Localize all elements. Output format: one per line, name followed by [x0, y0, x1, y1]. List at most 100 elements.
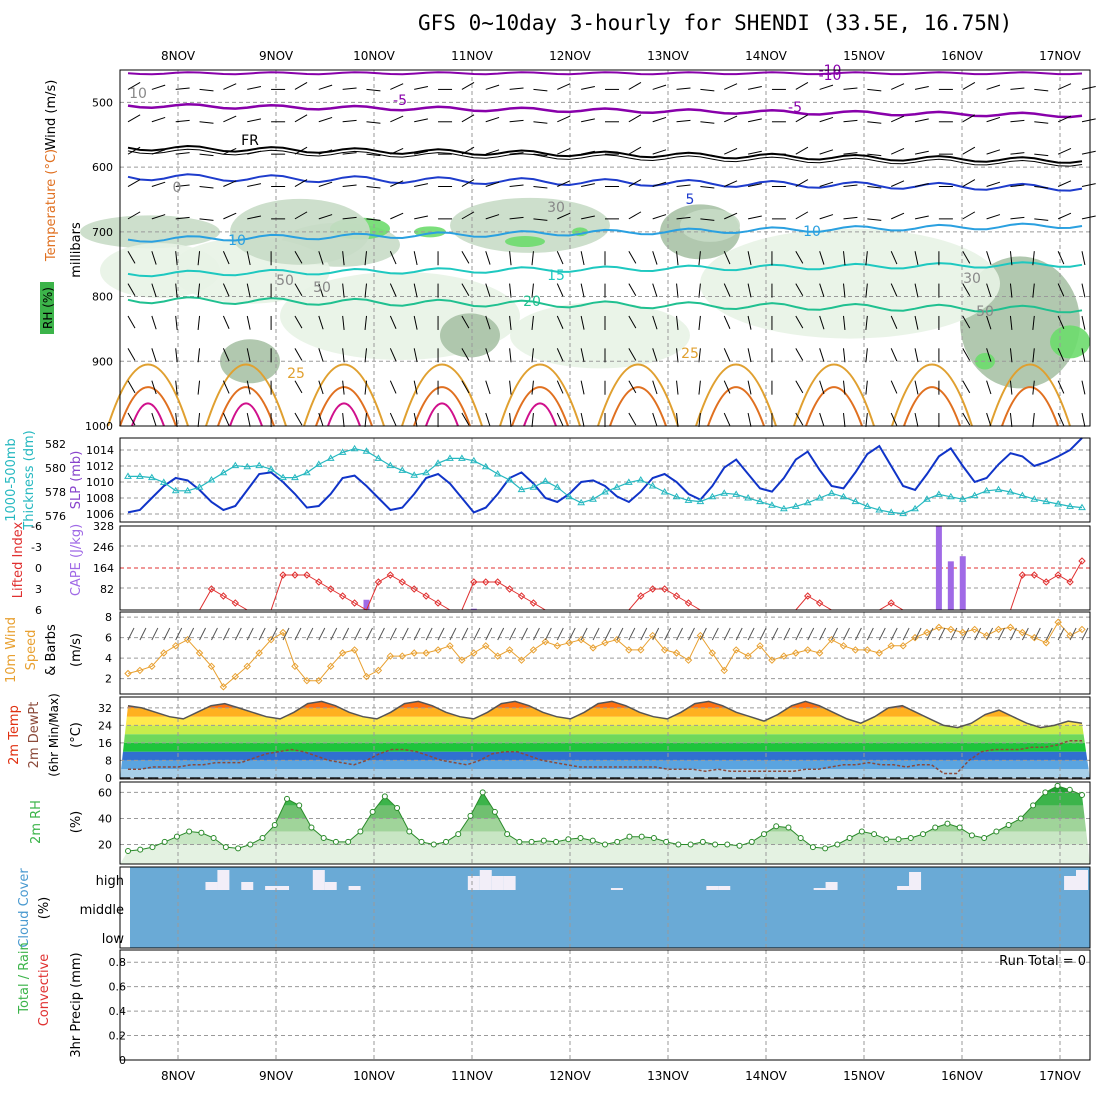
wind-barb [533, 218, 548, 221]
cloud-units-label: (%) [37, 897, 52, 920]
slp-axis-label: SLP (mb) [69, 451, 84, 510]
wind-speed-marker [350, 646, 359, 654]
rh-marker [504, 831, 511, 838]
rh-axis-label: RH (%) [41, 287, 55, 329]
thickness-marker [553, 483, 562, 490]
wind-barb [580, 251, 585, 266]
thickness-marker [970, 491, 979, 499]
wind-barb [1057, 283, 1065, 297]
wind-barb [795, 315, 804, 329]
rh-marker [235, 845, 242, 852]
wind-barb [342, 380, 345, 395]
wind-speed-marker [410, 649, 418, 657]
temp-contour-25 [107, 363, 189, 427]
wind-barb [318, 84, 333, 90]
wind-speed-marker [756, 642, 764, 650]
wind-barb [461, 114, 475, 123]
wind-barb [724, 180, 738, 187]
surface-wind-barb [592, 627, 600, 641]
wind-barb [890, 115, 905, 123]
thickness-marker [1042, 497, 1051, 505]
surface-wind-barb [926, 627, 934, 641]
thickness-marker [195, 483, 204, 490]
rh-marker [137, 846, 144, 853]
wind-speed-marker [732, 646, 740, 654]
contour-label: 0 [173, 180, 182, 196]
wind-barb [223, 180, 237, 187]
wind-barb [700, 218, 715, 221]
thickness-marker [446, 454, 454, 461]
thickness-marker [624, 478, 633, 485]
thickness-marker [899, 509, 908, 517]
wind-barb [723, 348, 731, 362]
wind-barb [222, 315, 230, 329]
rh-marker [712, 841, 719, 848]
wind-barb [843, 184, 858, 188]
wind-barb [127, 211, 141, 220]
cloud-background [130, 867, 1090, 948]
temp-band [120, 707, 1090, 717]
wind-barb [819, 181, 834, 187]
top-date-label: 13NOV [647, 49, 689, 63]
thickness-marker [1030, 495, 1039, 502]
wind-barb [676, 216, 691, 220]
thickness-marker [1066, 502, 1074, 509]
thickness-marker [684, 496, 693, 503]
dewpoint-axis-label: 2m DewPt [27, 702, 42, 769]
thickness-marker [839, 492, 848, 500]
temp-contour-30 [413, 386, 471, 427]
rh-marker [907, 834, 914, 841]
high-cloud-bar [265, 886, 278, 890]
surface-wind-barb [485, 627, 493, 641]
temp-contour-25 [303, 363, 385, 427]
rh-marker [834, 841, 841, 848]
wind-barb [890, 83, 905, 90]
thickness-marker [589, 495, 597, 502]
high-cloud-bar [348, 886, 361, 890]
cape-bar [947, 561, 954, 610]
wind-speed-marker [601, 639, 609, 647]
surface-wind-barb [723, 627, 731, 641]
wind-barb [795, 412, 804, 426]
wind-speed-marker [207, 662, 216, 671]
rh-marker [149, 844, 156, 851]
thickness-y-tick: 582 [45, 438, 66, 451]
wind-barb [389, 315, 397, 329]
contour-label: -5 [393, 93, 407, 109]
surface-wind-barb [676, 627, 683, 641]
wind-barb [342, 152, 357, 155]
thickness-marker [1078, 503, 1086, 511]
wind-barb [676, 251, 679, 266]
rh-marker [797, 834, 804, 841]
wind-speed-marker [1078, 625, 1086, 634]
surface-wind-barb [664, 627, 672, 641]
wind-speed-marker [1066, 631, 1074, 640]
wind-barb [461, 283, 470, 296]
surface-wind-barb [521, 627, 528, 641]
thickness-marker [1006, 488, 1015, 495]
wind-speed-marker [565, 639, 573, 647]
wind-barb [533, 121, 548, 124]
wind-speed-marker [970, 625, 979, 634]
wind-barb [986, 412, 992, 427]
high-cloud-bar [718, 886, 731, 890]
wind-barb [509, 87, 524, 90]
temp-contour-35 [523, 402, 557, 427]
panel-frames [119, 69, 1091, 1061]
wind-barb [867, 218, 882, 221]
wind-y-tick: 2 [105, 673, 112, 686]
wind-barb [246, 412, 251, 427]
wind-speed-marker [482, 642, 490, 650]
wind-speed-marker [386, 652, 395, 660]
rh-marker [430, 841, 437, 848]
wind-barb [127, 179, 141, 187]
lifted-index-marker [672, 592, 681, 600]
wind-barb [461, 412, 470, 426]
wind-speed-marker [255, 649, 263, 657]
wind-barb [890, 315, 898, 329]
surface-wind-barb [890, 627, 898, 641]
wind-barb [676, 413, 679, 428]
wind-speed-marker [827, 635, 836, 644]
wind-speed-marker [959, 628, 967, 637]
lifted-index-marker [529, 599, 538, 607]
